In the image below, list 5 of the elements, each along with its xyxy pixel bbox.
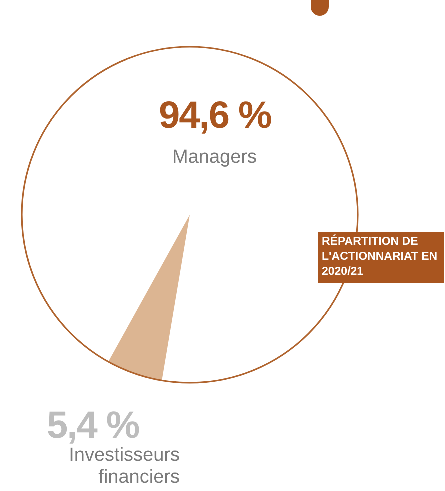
data-label: 94,6 % bbox=[159, 95, 272, 138]
slice-label: Investisseurs financiers bbox=[68, 445, 180, 489]
data-label: 5,4 % bbox=[47, 405, 140, 447]
slice-label: Managers bbox=[172, 147, 257, 169]
text: RÉPARTITION DE L'ACTIONNARIAT EN 2020/21 bbox=[318, 232, 444, 283]
